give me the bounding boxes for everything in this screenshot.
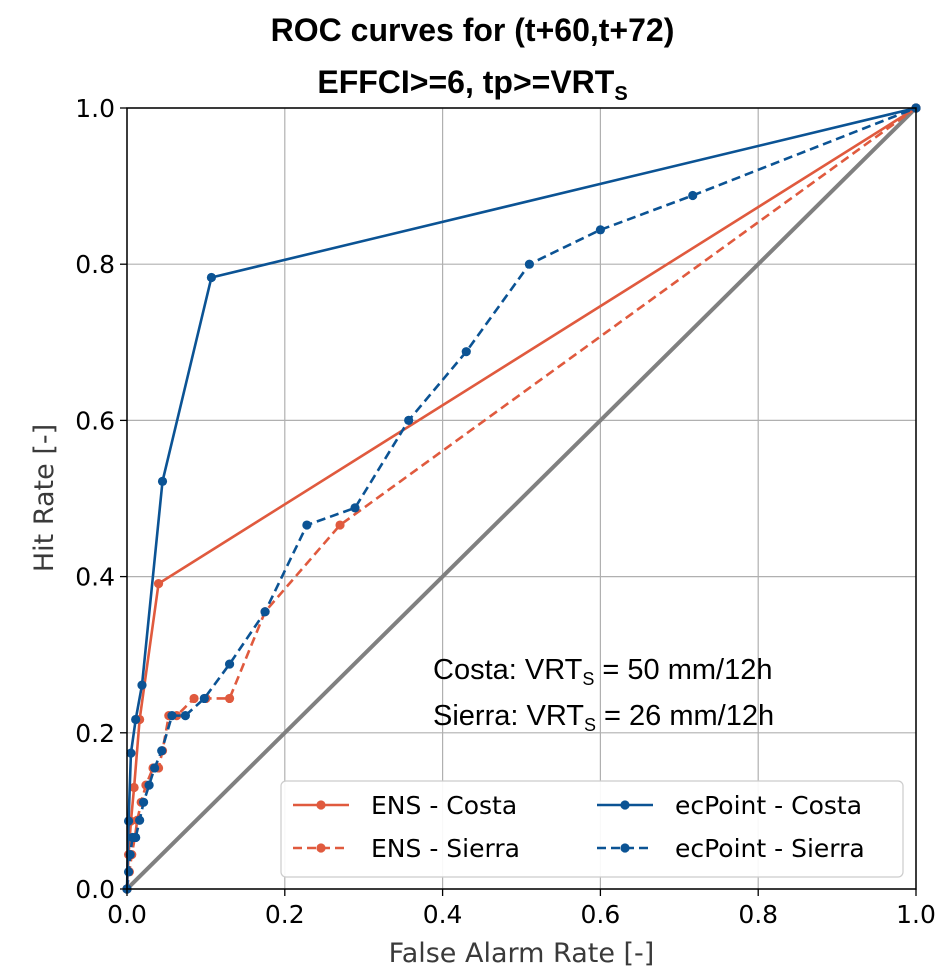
annotation-sierra: Sierra: VRTS = 26 mm/12h	[433, 700, 774, 736]
data-point	[126, 748, 136, 758]
data-point	[125, 850, 135, 860]
annotation-sierra-prefix: Sierra: VRT	[433, 700, 584, 732]
x-axis-label: False Alarm Rate [-]	[389, 938, 655, 969]
data-point	[150, 763, 160, 773]
legend-label: ENS - Costa	[371, 791, 517, 820]
x-tick-label: 0.6	[581, 900, 621, 929]
data-point	[153, 579, 164, 589]
data-point	[206, 272, 217, 283]
data-point	[461, 347, 471, 357]
x-tick-label: 0.2	[265, 900, 305, 929]
legend-label: ENS - Sierra	[371, 834, 520, 863]
diagonal-line	[125, 106, 918, 891]
annotation-costa-prefix: Costa: VRT	[433, 654, 583, 686]
data-point	[350, 503, 360, 513]
data-point	[180, 711, 190, 721]
y-tick-label: 0.4	[75, 563, 115, 592]
data-point	[138, 797, 149, 807]
legend-label: ecPoint - Sierra	[675, 834, 865, 863]
legend: ENS - Costa ENS - Sierra ecPoint - Costa ec…	[280, 780, 904, 878]
y-axis-label: Hit Rate [-]	[29, 424, 60, 572]
data-point	[131, 832, 141, 843]
subtitle-text: EFFCI>=6, tp>=VRT	[317, 64, 615, 100]
chart-subtitle: EFFCI>=6, tp>=VRTS	[0, 64, 945, 106]
data-point	[404, 415, 414, 425]
y-tick-label: 0.2	[75, 719, 115, 748]
no-skill-diagonal	[125, 106, 918, 891]
data-point	[135, 815, 145, 825]
x-tick-label: 0.4	[423, 900, 463, 929]
annotation-costa-suffix: = 50 mm/12h	[594, 654, 773, 686]
data-point	[131, 714, 141, 725]
series-line	[125, 106, 917, 890]
data-point	[189, 693, 199, 704]
data-point	[524, 259, 534, 269]
data-point	[167, 711, 177, 721]
legend-marker	[316, 800, 326, 810]
data-point	[224, 693, 235, 704]
chart-title: ROC curves for (t+60,t+72)	[270, 12, 675, 48]
x-tick-label: 0.8	[738, 900, 778, 929]
y-tick-label: 0.8	[75, 250, 115, 279]
legend-marker	[620, 843, 630, 853]
data-point	[123, 816, 134, 826]
y-tick-label: 0.6	[75, 406, 115, 435]
annotation-costa-subscript: S	[582, 669, 595, 689]
data-point	[157, 476, 168, 486]
data-point	[302, 520, 312, 530]
annotation-sierra-suffix: = 26 mm/12h	[595, 700, 775, 732]
data-point	[137, 680, 147, 690]
data-point	[144, 780, 154, 790]
axis-ticks: 0.0 0.2 0.4 0.6 0.8 1.0 0.0 0.2 0.4 0.6 0.8 1.0	[75, 94, 936, 929]
series-line	[125, 106, 917, 890]
series-group	[122, 103, 921, 894]
annotation-sierra-subscript: S	[583, 715, 596, 735]
data-point	[595, 225, 606, 235]
legend-label: ecPoint - Costa	[675, 791, 862, 820]
data-point	[260, 607, 270, 617]
data-point	[157, 746, 167, 756]
data-point	[224, 659, 235, 669]
legend-marker	[316, 843, 326, 853]
data-point	[123, 867, 134, 877]
y-tick-label: 0.0	[75, 875, 115, 904]
legend-box	[280, 780, 904, 878]
plot-frame	[126, 107, 917, 890]
annotation-costa: Costa: VRTS = 50 mm/12h	[433, 654, 773, 690]
legend-marker	[620, 800, 630, 810]
data-point	[199, 693, 209, 704]
x-tick-label: 0.0	[107, 900, 147, 929]
x-tick-label: 1.0	[896, 900, 936, 929]
data-point	[129, 782, 139, 793]
subtitle-subscript: S	[614, 83, 628, 105]
data-point	[335, 520, 345, 530]
y-tick-label: 1.0	[75, 94, 115, 123]
data-point	[688, 190, 698, 201]
